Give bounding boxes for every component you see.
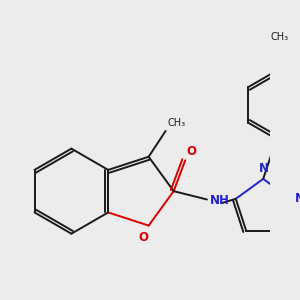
Text: CH₃: CH₃ <box>270 32 288 43</box>
Text: CH₃: CH₃ <box>167 118 185 128</box>
Text: NH: NH <box>210 194 230 207</box>
Text: O: O <box>187 145 196 158</box>
Text: O: O <box>138 231 148 244</box>
Text: N: N <box>259 163 269 176</box>
Text: N: N <box>295 192 300 205</box>
